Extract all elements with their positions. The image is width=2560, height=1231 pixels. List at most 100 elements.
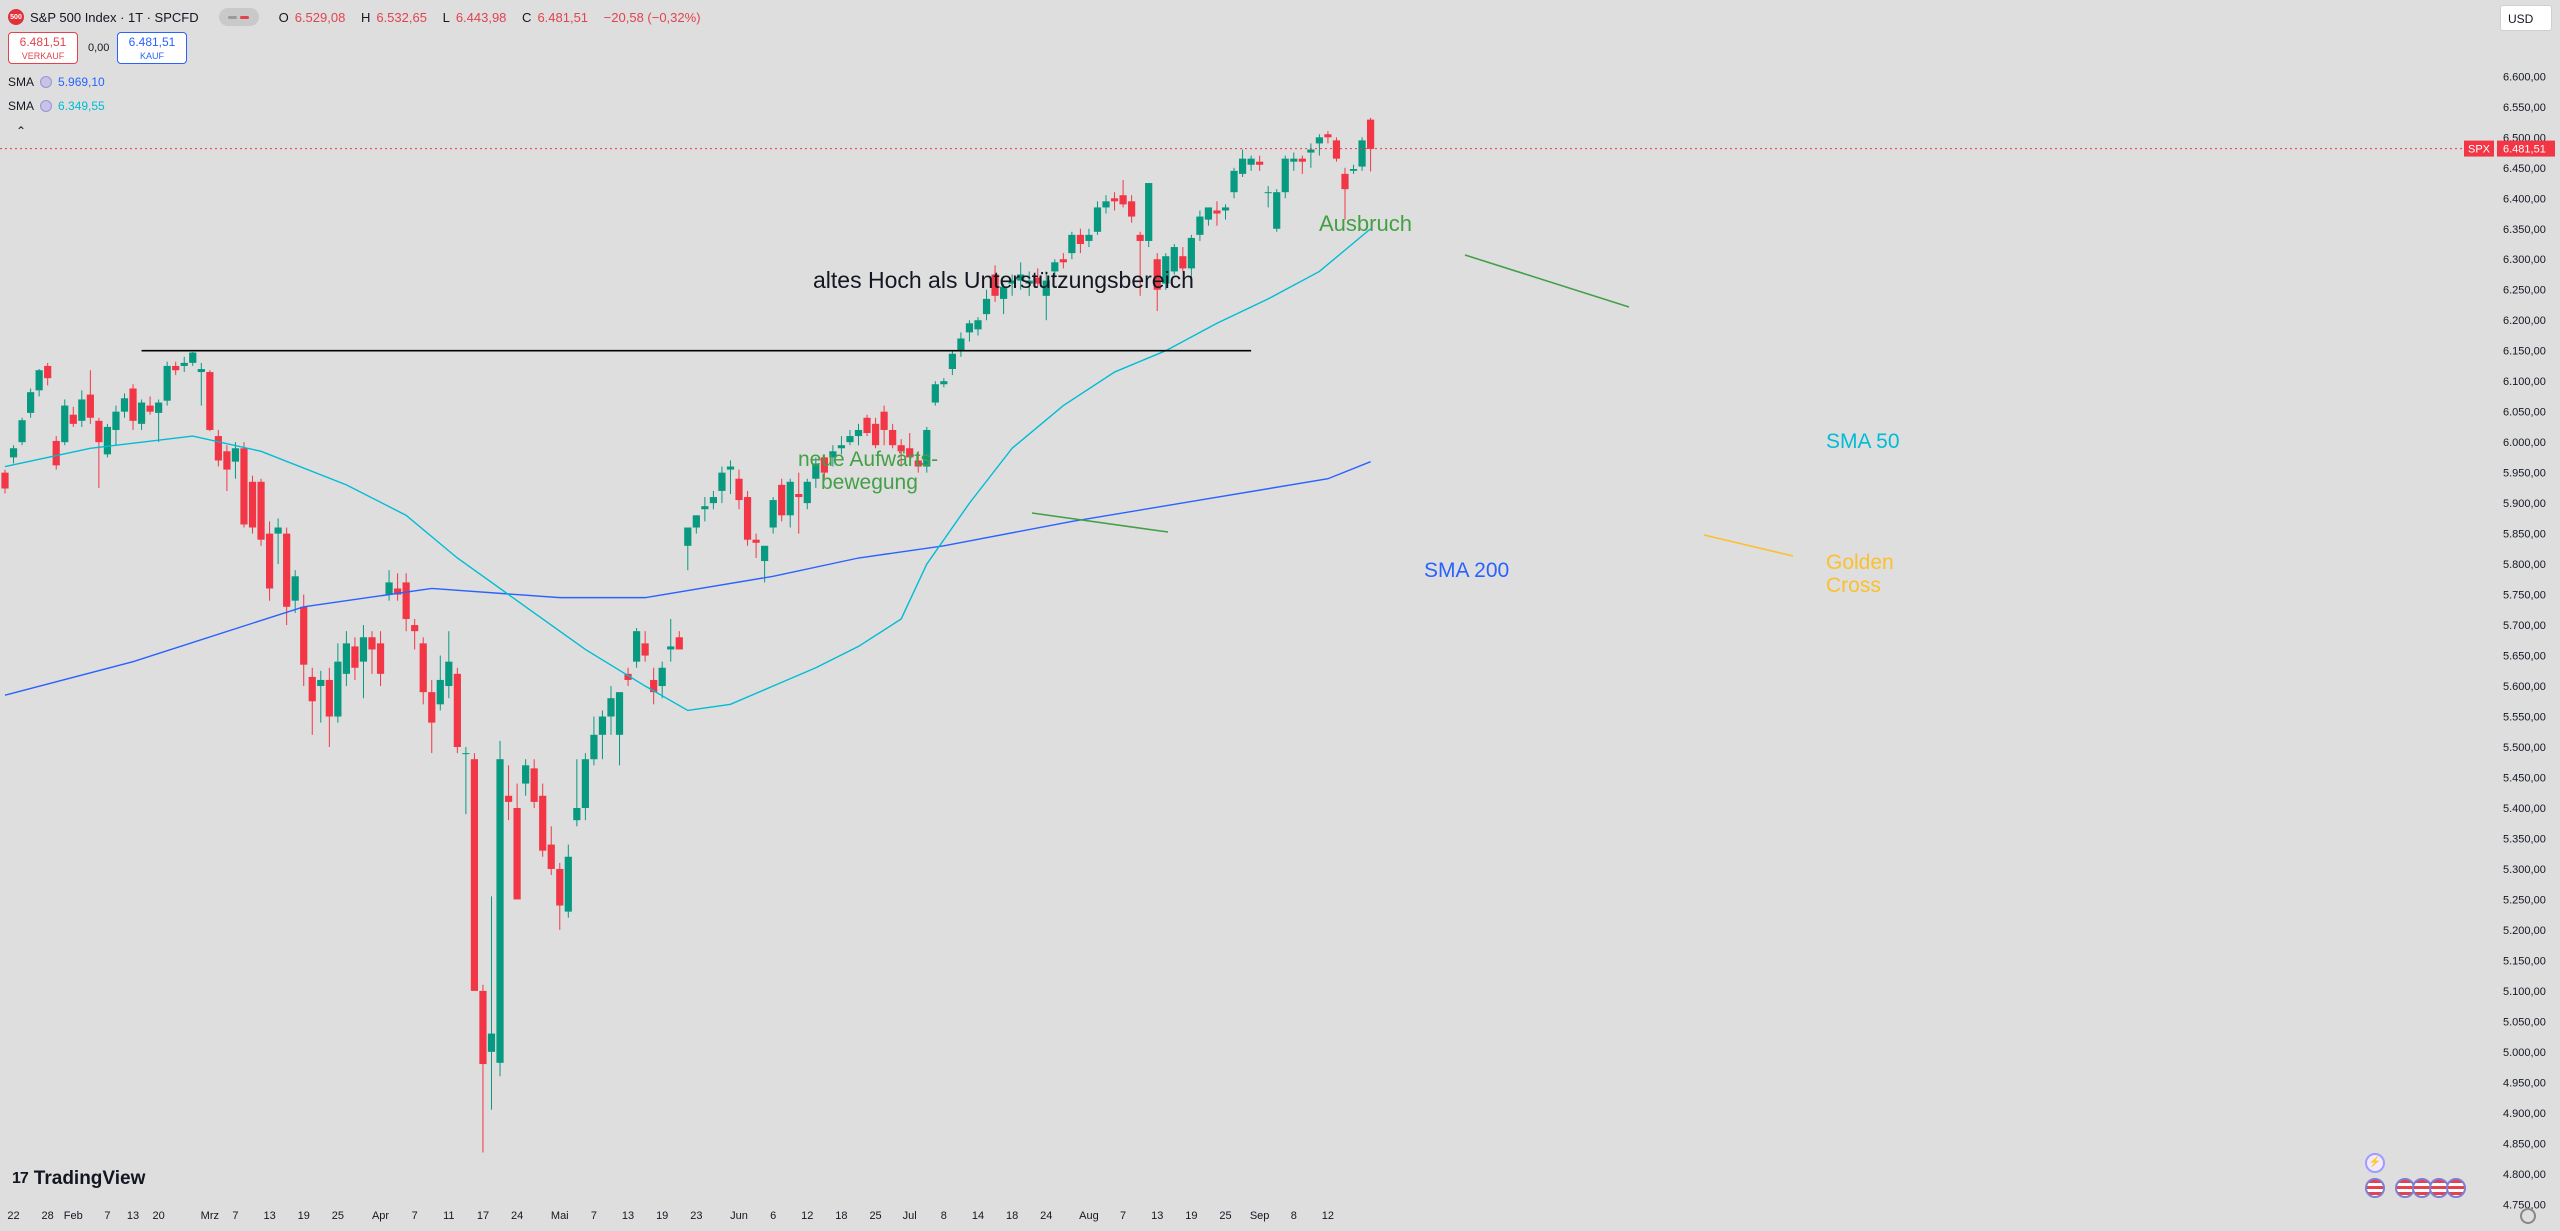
collapse-icon[interactable]: ⌃ bbox=[16, 124, 27, 138]
time-tick-label: 8 bbox=[1291, 1210, 1297, 1222]
candle bbox=[436, 655, 444, 711]
candle bbox=[445, 631, 453, 699]
price-tick-label: 4.800,00 bbox=[2503, 1169, 2546, 1181]
candle bbox=[9, 445, 18, 464]
indicator-sma-50[interactable]: SMA 6.349,55 bbox=[8, 99, 105, 113]
golden-cross-annotation-label: Golden bbox=[1826, 551, 1894, 574]
candle bbox=[1307, 143, 1315, 168]
candle bbox=[556, 862, 564, 930]
price-tag-value: 6.481,51 bbox=[2503, 144, 2546, 156]
candle bbox=[846, 429, 854, 446]
time-tick-label: Jun bbox=[730, 1210, 748, 1222]
candle bbox=[1059, 253, 1067, 269]
candle bbox=[812, 457, 820, 488]
candle bbox=[948, 350, 956, 376]
candle bbox=[487, 896, 496, 1110]
candle bbox=[504, 765, 513, 821]
display-toggle-icon[interactable] bbox=[218, 8, 259, 26]
us-flag-icon[interactable] bbox=[2365, 1178, 2385, 1198]
candle bbox=[982, 289, 991, 321]
lightning-icon[interactable]: ⚡ bbox=[2365, 1153, 2385, 1173]
candle bbox=[573, 759, 581, 827]
time-tick-label: 19 bbox=[1185, 1210, 1197, 1222]
price-axis[interactable]: 6.600,006.550,006.500,006.450,006.400,00… bbox=[2464, 71, 2555, 1211]
indicator-settings-icon[interactable] bbox=[40, 76, 53, 88]
candle bbox=[906, 433, 914, 458]
ohlc-values: O 6.529,08 H 6.532,65 L 6.443,98 C 6.481,51 … bbox=[278, 9, 701, 25]
candle bbox=[837, 436, 846, 455]
candle bbox=[820, 454, 828, 479]
candle bbox=[1076, 228, 1085, 254]
price-tick-label: 5.100,00 bbox=[2503, 986, 2546, 998]
candle bbox=[513, 783, 521, 900]
sma-200-annotation-label: SMA 200 bbox=[1424, 559, 1509, 582]
candle bbox=[1341, 167, 1349, 220]
candle bbox=[1136, 231, 1144, 296]
candle bbox=[1238, 149, 1247, 177]
symbol-title[interactable]: S&P 500 Index · 1T · SPCFD bbox=[30, 9, 199, 25]
price-tick-label: 6.300,00 bbox=[2503, 254, 2546, 266]
candle bbox=[137, 399, 146, 430]
time-tick-label: 18 bbox=[835, 1210, 847, 1222]
sp500-logo-icon: 500 bbox=[8, 9, 24, 25]
price-tick-label: 5.450,00 bbox=[2503, 772, 2546, 784]
candle bbox=[1213, 201, 1221, 226]
candle bbox=[889, 423, 897, 449]
candle bbox=[257, 478, 265, 546]
price-tick-label: 6.050,00 bbox=[2503, 407, 2546, 419]
price-tick-label: 5.650,00 bbox=[2503, 651, 2546, 663]
time-tick-label: 11 bbox=[443, 1210, 454, 1222]
candle bbox=[1008, 274, 1016, 296]
time-tick-label: 13 bbox=[622, 1210, 634, 1222]
candle bbox=[86, 370, 94, 424]
time-tick-label: 6 bbox=[770, 1210, 776, 1222]
time-axis[interactable]: 22 28 Feb 7 13 20 Mrz 7 13 19 25 Apr 7 11 17 24 Mai 7 13 19… bbox=[7, 1210, 1334, 1222]
us-flag-icon[interactable] bbox=[2446, 1178, 2466, 1198]
candle bbox=[231, 442, 240, 479]
indicator-sma-200[interactable]: SMA 5.969,10 bbox=[8, 75, 105, 89]
time-tick-label: 12 bbox=[1322, 1210, 1334, 1222]
candle bbox=[547, 826, 555, 876]
candle bbox=[624, 667, 632, 687]
buy-button[interactable]: 6.481,51 KAUF bbox=[117, 32, 187, 64]
candle bbox=[479, 984, 487, 1153]
candle bbox=[368, 631, 376, 674]
candle bbox=[564, 844, 572, 918]
candle bbox=[206, 370, 214, 432]
candle bbox=[1025, 271, 1033, 296]
settings-gear-icon[interactable] bbox=[2520, 1208, 2536, 1224]
time-tick-label: 7 bbox=[232, 1210, 238, 1222]
candle bbox=[1017, 262, 1025, 290]
time-tick-label: 7 bbox=[104, 1210, 110, 1222]
candle bbox=[411, 618, 419, 650]
time-tick-label: 7 bbox=[1120, 1210, 1126, 1222]
candle bbox=[632, 628, 641, 668]
candle bbox=[240, 442, 248, 528]
candle bbox=[607, 686, 615, 735]
indicator-settings-icon[interactable] bbox=[40, 100, 53, 112]
candle bbox=[1204, 207, 1213, 226]
candle bbox=[1273, 189, 1281, 232]
candle bbox=[1051, 259, 1059, 278]
candle bbox=[283, 527, 291, 626]
candle bbox=[650, 667, 658, 705]
price-tick-label: 4.900,00 bbox=[2503, 1108, 2546, 1120]
candle bbox=[291, 570, 299, 613]
sell-button[interactable]: 6.481,51 VERKAUF bbox=[8, 32, 78, 64]
price-tick-label: 5.600,00 bbox=[2503, 681, 2546, 693]
candle bbox=[803, 478, 811, 510]
candle bbox=[1332, 137, 1341, 162]
currency-selector[interactable]: USD bbox=[2500, 5, 2552, 31]
price-tick-label: 5.750,00 bbox=[2503, 590, 2546, 602]
time-tick-label: 19 bbox=[298, 1210, 310, 1222]
close-value: 6.481,51 bbox=[537, 9, 589, 25]
time-tick-label: Jul bbox=[903, 1210, 917, 1222]
candle bbox=[1315, 134, 1323, 156]
time-tick-label: Sep bbox=[1250, 1210, 1270, 1222]
candle bbox=[1153, 253, 1161, 312]
candle bbox=[223, 445, 231, 491]
golden-cross-annotation-label: Cross bbox=[1826, 574, 1881, 597]
price-tick-label: 5.700,00 bbox=[2503, 620, 2546, 632]
price-tick-label: 6.450,00 bbox=[2503, 163, 2546, 175]
